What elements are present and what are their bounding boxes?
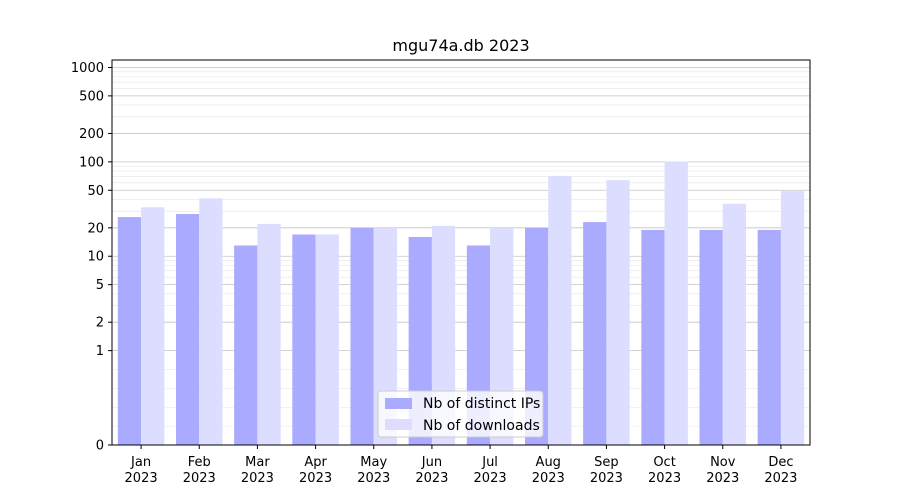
bar-downloads-sep (606, 180, 630, 445)
bar-downloads-aug (548, 175, 572, 445)
bar-distinct-ips-nov (699, 229, 723, 445)
x-tick-label-year: 2023 (532, 471, 565, 486)
bar-downloads-dec (780, 191, 805, 445)
y-tick-label: 200 (79, 127, 104, 142)
bars (117, 161, 805, 445)
bar-downloads-oct (664, 161, 688, 445)
y-tick-label: 2 (96, 316, 104, 331)
bar-distinct-ips-may (350, 227, 374, 445)
y-tick-label: 50 (87, 184, 104, 199)
y-tick-label: 500 (79, 89, 104, 104)
y-tick-label: 20 (87, 221, 104, 236)
bar-distinct-ips-oct (641, 229, 665, 445)
x-tick-label-month: Jul (481, 455, 498, 470)
x-tick-label-year: 2023 (706, 471, 739, 486)
bar-downloads-jan (141, 207, 165, 445)
bar-downloads-feb (199, 198, 223, 445)
x-axis: Jan2023Feb2023Mar2023Apr2023May2023Jun20… (125, 445, 797, 486)
bar-distinct-ips-dec (757, 229, 781, 445)
legend-frame (377, 390, 544, 438)
x-tick-label-month: Aug (536, 455, 561, 470)
bar-distinct-ips-sep (583, 222, 607, 445)
y-tick-label: 100 (79, 155, 104, 170)
x-tick-label-year: 2023 (415, 471, 448, 486)
x-tick-label-year: 2023 (125, 471, 158, 486)
x-tick-label-month: Apr (304, 455, 327, 470)
x-tick-label-month: Sep (594, 455, 619, 470)
legend-label-distinct-ips: Nb of distinct IPs (423, 396, 540, 412)
x-tick-label-month: Jan (130, 455, 151, 470)
x-tick-label-month: Dec (768, 455, 793, 470)
x-tick-label-month: Mar (245, 455, 270, 470)
bar-distinct-ips-apr (292, 234, 316, 445)
x-tick-label-year: 2023 (299, 471, 332, 486)
bar-downloads-apr (315, 234, 339, 445)
plot-frame (111, 59, 811, 446)
y-tick-label: 5 (96, 278, 104, 293)
y-tick-label: 1 (96, 344, 104, 359)
y-tick-label: 1000 (71, 61, 104, 76)
bar-downloads-jun (431, 225, 456, 445)
bar-distinct-ips-feb (175, 214, 200, 445)
x-tick-label-year: 2023 (648, 471, 681, 486)
legend-swatch-downloads (385, 419, 412, 430)
bar-distinct-ips-mar (234, 245, 258, 445)
bar-downloads-mar (257, 223, 281, 445)
x-tick-label-year: 2023 (183, 471, 216, 486)
x-tick-label-year: 2023 (590, 471, 623, 486)
x-tick-label-month: May (360, 455, 387, 470)
bar-downloads-nov (722, 203, 747, 445)
legend-swatch-distinct-ips (385, 398, 412, 409)
chart-title: mgu74a.db 2023 (392, 36, 529, 55)
x-tick-label-year: 2023 (474, 471, 507, 486)
y-tick-label: 0 (96, 439, 104, 454)
bar-distinct-ips-jan (117, 217, 142, 445)
legend: Nb of distinct IPs Nb of downloads (377, 390, 544, 438)
x-tick-label-year: 2023 (764, 471, 797, 486)
x-tick-label-month: Feb (188, 455, 211, 470)
y-tick-label: 10 (87, 250, 104, 265)
x-tick-label-month: Jun (421, 455, 442, 470)
x-tick-label-year: 2023 (357, 471, 390, 486)
x-tick-label-month: Oct (653, 455, 675, 470)
x-tick-label-year: 2023 (241, 471, 274, 486)
x-tick-label-month: Nov (710, 455, 736, 470)
legend-label-downloads: Nb of downloads (423, 418, 540, 434)
y-axis: 0 1 2 5 10 20 50 100 200 500 1000 (71, 61, 112, 454)
